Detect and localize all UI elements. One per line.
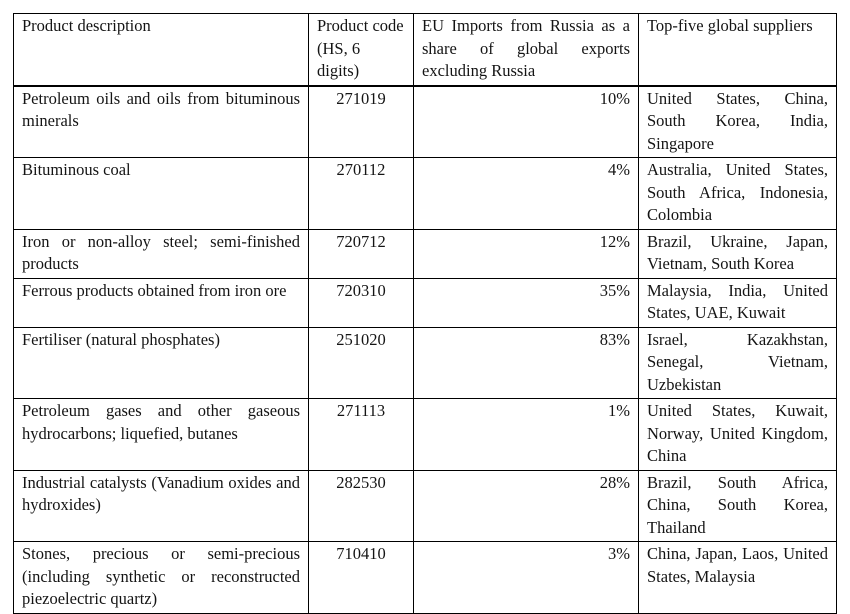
cell-product-code: 270112 (308, 157, 414, 230)
cell-import-share: 4% (413, 157, 639, 230)
cell-import-share: 35% (413, 277, 639, 328)
cell-product-description: Iron or non-alloy steel; semi-finished p… (13, 228, 309, 279)
cell-product-description: Stones, precious or semi-precious (inclu… (13, 541, 309, 614)
cell-product-code: 251020 (308, 326, 414, 399)
table-row: Petroleum gases and other gaseous hydroc… (13, 398, 837, 471)
cell-product-code: 271019 (308, 85, 414, 158)
commodity-imports-table: Product description Product code (HS, 6 … (13, 13, 837, 614)
cell-import-share: 3% (413, 541, 639, 614)
cell-product-code: 720712 (308, 228, 414, 279)
header-row: Product description Product code (HS, 6 … (13, 13, 837, 87)
cell-top-suppliers: Israel, Kazakhstan, Senegal, Vietnam, Uz… (638, 326, 837, 399)
cell-product-description: Fertiliser (natural phosphates) (13, 326, 309, 399)
cell-top-suppliers: Malaysia, India, United States, UAE, Kuw… (638, 277, 837, 328)
cell-product-code: 282530 (308, 469, 414, 542)
table-row: Ferrous products obtained from iron ore … (13, 277, 837, 328)
table-row: Petroleum oils and oils from bituminous … (13, 85, 837, 158)
cell-product-code: 710410 (308, 541, 414, 614)
cell-product-description: Bituminous coal (13, 157, 309, 230)
table-row: Bituminous coal 270112 4% Australia, Uni… (13, 157, 837, 230)
cell-product-code: 720310 (308, 277, 414, 328)
cell-product-description: Industrial catalysts (Vanadium oxides an… (13, 469, 309, 542)
table-row: Industrial catalysts (Vanadium oxides an… (13, 469, 837, 542)
cell-import-share: 83% (413, 326, 639, 399)
column-header-product-description: Product description (13, 13, 309, 87)
cell-top-suppliers: Brazil, South Africa, China, South Korea… (638, 469, 837, 542)
table-row: Iron or non-alloy steel; semi-finished p… (13, 228, 837, 279)
cell-import-share: 1% (413, 398, 639, 471)
cell-top-suppliers: United States, Kuwait, Norway, United Ki… (638, 398, 837, 471)
cell-import-share: 28% (413, 469, 639, 542)
cell-top-suppliers: Australia, United States, South Africa, … (638, 157, 837, 230)
column-header-top-suppliers: Top-five global suppliers (638, 13, 837, 87)
cell-product-description: Petroleum oils and oils from bituminous … (13, 85, 309, 158)
cell-top-suppliers: United States, China, South Korea, India… (638, 85, 837, 158)
table-row: Fertiliser (natural phosphates) 251020 8… (13, 326, 837, 399)
cell-product-description: Petroleum gases and other gaseous hydroc… (13, 398, 309, 471)
cell-import-share: 12% (413, 228, 639, 279)
cell-import-share: 10% (413, 85, 639, 158)
table-row: Stones, precious or semi-precious (inclu… (13, 541, 837, 614)
cell-top-suppliers: China, Japan, Laos, United States, Malay… (638, 541, 837, 614)
cell-product-description: Ferrous products obtained from iron ore (13, 277, 309, 328)
document-table-container: Product description Product code (HS, 6 … (13, 13, 837, 614)
cell-product-code: 271113 (308, 398, 414, 471)
column-header-import-share: EU Imports from Russia as a share of glo… (413, 13, 639, 87)
column-header-product-code: Product code (HS, 6 digits) (308, 13, 414, 87)
cell-top-suppliers: Brazil, Ukraine, Japan, Vietnam, South K… (638, 228, 837, 279)
